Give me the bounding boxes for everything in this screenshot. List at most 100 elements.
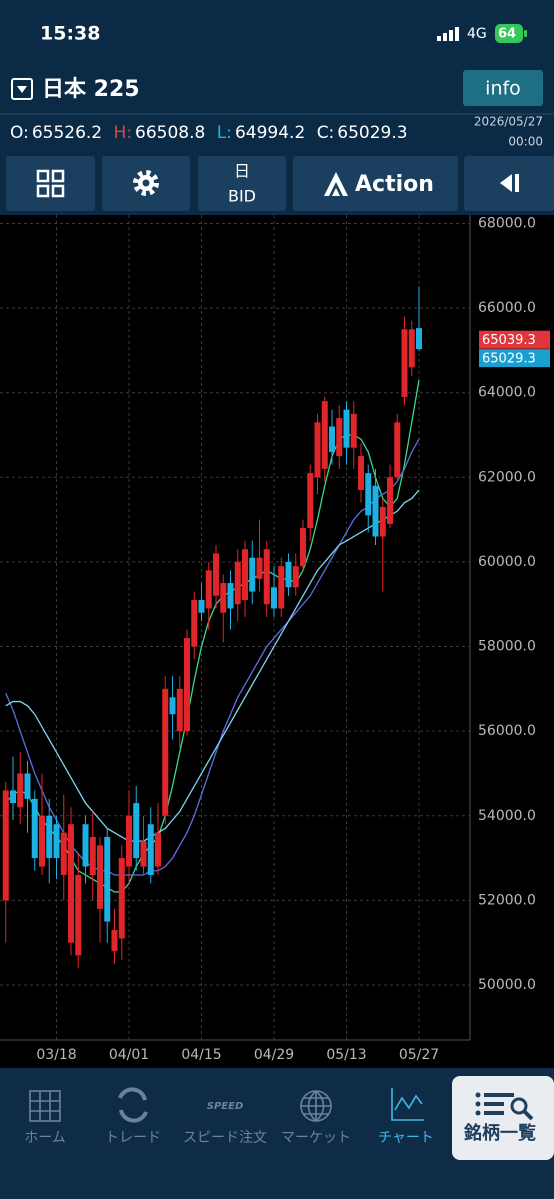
price-marker [479, 330, 550, 349]
candle-body [401, 329, 408, 397]
y-tick-label: 64000.0 [478, 385, 536, 401]
candle-body [271, 587, 277, 609]
battery [495, 24, 523, 43]
candle-body [256, 557, 263, 579]
symbol-dropdown[interactable] [11, 78, 33, 100]
y-tick-label: 52000.0 [478, 892, 536, 908]
nav-label[interactable]: マーケット [281, 1130, 351, 1146]
candle-body [321, 401, 328, 469]
candle-body [205, 570, 212, 609]
candle-body [111, 930, 118, 952]
x-tick-label: 05/27 [399, 1047, 439, 1063]
ohlc-key: C: [317, 123, 335, 143]
candle-body [300, 528, 306, 567]
nav-label[interactable]: スピード注文 [183, 1130, 267, 1146]
candle-body [97, 845, 103, 909]
candle-body [372, 485, 379, 537]
collapse-icon [500, 174, 512, 192]
y-tick-label: 54000.0 [478, 808, 536, 824]
candle-body [162, 688, 169, 816]
candle-body [53, 824, 60, 859]
battery-tip [524, 30, 527, 37]
candle-body [31, 798, 38, 859]
ohlc-value: 66508.8 [135, 123, 205, 143]
layout-button[interactable] [6, 156, 95, 211]
candle-body [2, 790, 9, 901]
candle-body [242, 549, 248, 600]
ohlc-key: L: [217, 123, 232, 143]
candle-body [198, 600, 205, 613]
nav-label[interactable]: 銘柄一覧 [463, 1122, 536, 1144]
candle-body [358, 456, 364, 490]
y-tick-label: 56000.0 [478, 723, 536, 739]
candle-body [314, 422, 321, 478]
gear-icon [133, 170, 159, 196]
price-side-label[interactable]: BID [228, 187, 256, 206]
price-marker-label: 65029.3 [482, 352, 536, 367]
network: 4G [467, 26, 487, 42]
candle-body [104, 836, 111, 922]
y-tick-label: 50000.0 [478, 977, 536, 993]
period-label[interactable]: 日 [234, 162, 250, 181]
symbol-list-button[interactable] [452, 1076, 554, 1160]
candle-body [60, 832, 67, 875]
ohlc-row: O: 65526.2 H: 66508.8 L: 64994.2 C: 65029.3 [10, 123, 408, 143]
nav-label[interactable]: ホーム [24, 1130, 66, 1146]
info-button[interactable] [463, 70, 543, 106]
x-tick-label: 05/13 [326, 1047, 366, 1063]
candle-body [336, 418, 343, 457]
candle-body [68, 824, 74, 943]
candle-body [263, 549, 270, 605]
nav-label[interactable]: チャート [378, 1130, 434, 1146]
candle-body [220, 583, 227, 613]
dropdown-arrow [17, 86, 27, 93]
ohlc-key: H: [114, 123, 133, 143]
price-marker [479, 349, 550, 368]
info-label[interactable]: info [485, 78, 521, 100]
status-time: 15:38 [40, 23, 100, 45]
ma-line [5, 379, 420, 893]
candle-body [408, 329, 415, 368]
candle-body [278, 566, 285, 609]
candle-body [17, 773, 24, 808]
candle-body [227, 583, 234, 609]
period-button[interactable] [198, 156, 286, 211]
nav-label[interactable]: トレード [105, 1130, 161, 1146]
x-tick-label: 04/01 [109, 1047, 149, 1063]
candle-body [285, 561, 292, 588]
candle-body [343, 409, 350, 448]
candle-body [249, 557, 256, 592]
candle-body [416, 328, 422, 350]
candle-body [191, 600, 198, 647]
nav-icons [29, 1087, 332, 1123]
candle-body [394, 422, 401, 478]
candles [2, 286, 422, 969]
candle-body [39, 815, 45, 867]
battery-level: 64 [498, 27, 516, 42]
action-icon [324, 172, 348, 196]
candle-body [46, 815, 53, 859]
candle-body [234, 561, 241, 605]
candle-body [118, 858, 125, 939]
price-marker-label: 65039.3 [482, 333, 536, 348]
nav-labels: ホーム トレード スピード注文 マーケット チャート 銘柄一覧 [24, 1122, 536, 1146]
candle-body [176, 688, 183, 732]
ohlc-value: 65029.3 [337, 123, 407, 143]
action-button[interactable] [293, 156, 458, 211]
candle-body [387, 477, 393, 524]
action-label[interactable]: Action [355, 172, 434, 197]
candle-body [133, 803, 140, 859]
candle-body [379, 506, 386, 537]
candle-body [213, 553, 219, 596]
list-icon [475, 1092, 534, 1121]
ohlc-value: 65526.2 [32, 123, 102, 143]
y-tick-label: 66000.0 [478, 300, 536, 316]
x-tick-label: 04/29 [254, 1047, 294, 1063]
candle-body [89, 836, 96, 875]
symbol-title[interactable]: 日本 225 [42, 77, 140, 102]
signal-icon [437, 27, 459, 41]
ohlc-value: 64994.2 [235, 123, 305, 143]
x-tick-label: 03/18 [36, 1047, 76, 1063]
